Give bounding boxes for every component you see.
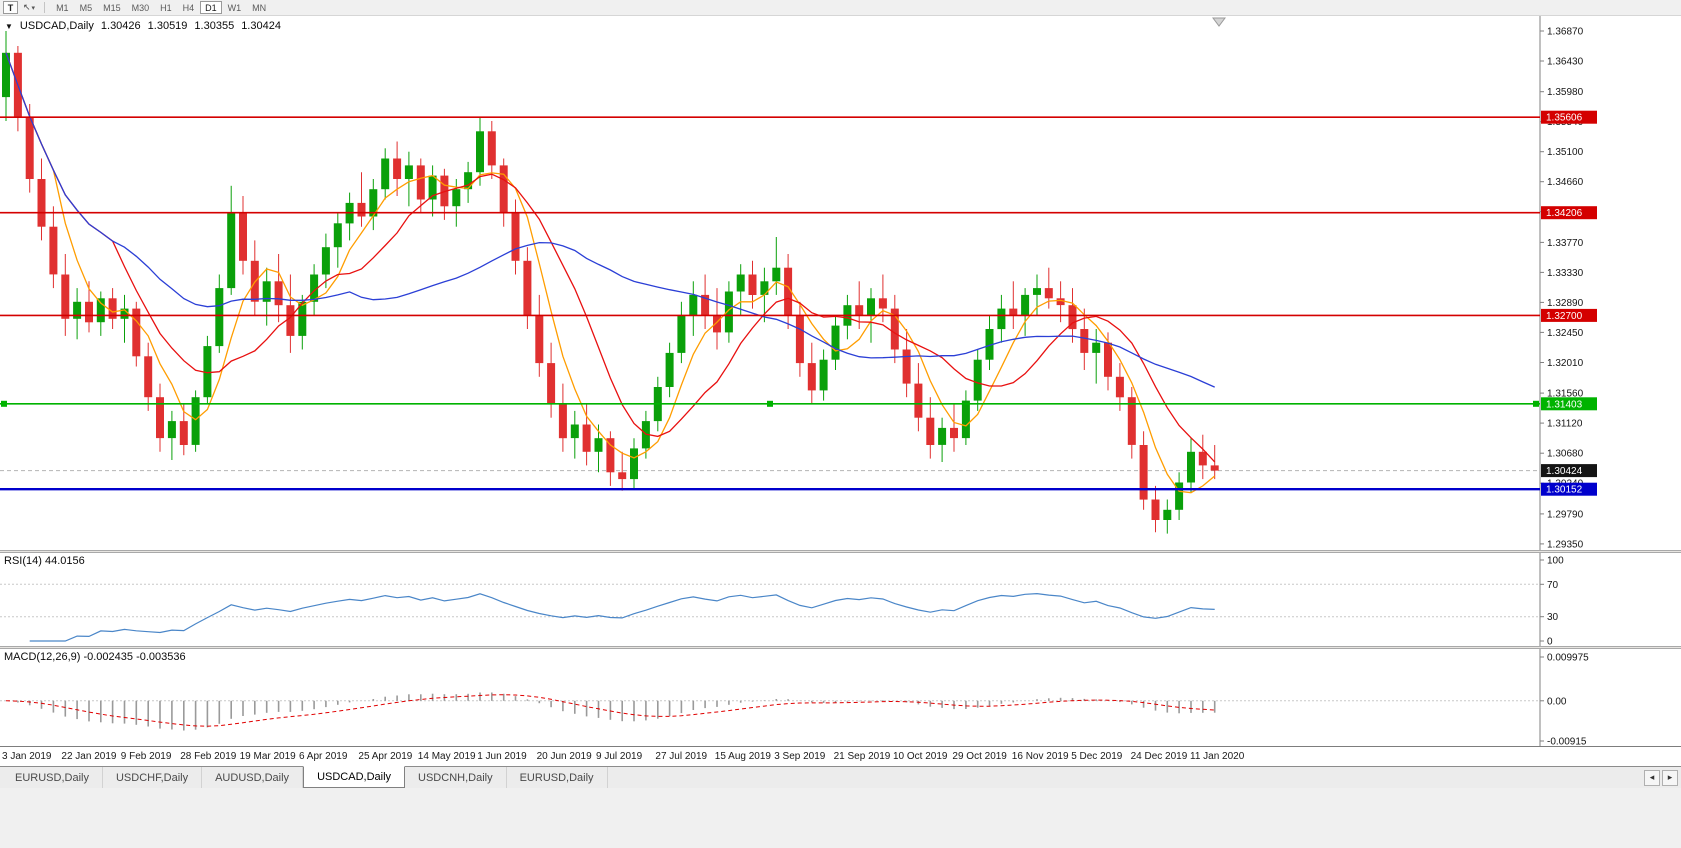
svg-text:1.36430: 1.36430 — [1547, 57, 1584, 68]
svg-text:1.33330: 1.33330 — [1547, 268, 1584, 279]
tabs-scroll-left-button[interactable]: ◂ — [1644, 769, 1660, 786]
svg-text:1.32450: 1.32450 — [1547, 328, 1584, 339]
svg-text:1.36870: 1.36870 — [1547, 27, 1584, 38]
chart-header: ▼ USDCAD,Daily 1.30426 1.30519 1.30355 1… — [5, 20, 281, 32]
chart-tab-audusd-2[interactable]: AUDUSD,Daily — [202, 767, 304, 788]
x-axis-date-label: 24 Dec 2019 — [1130, 751, 1188, 762]
svg-text:1.33770: 1.33770 — [1547, 238, 1584, 249]
svg-text:100: 100 — [1547, 556, 1564, 567]
svg-text:1.30680: 1.30680 — [1547, 449, 1584, 460]
x-axis-date-label: 10 Oct 2019 — [893, 751, 948, 762]
svg-text:1.30424: 1.30424 — [1546, 466, 1583, 477]
top-toolbar: T ↖ ▾ M1 M5 M15 M30 H1 H4 D1 W1 MN — [0, 0, 1681, 16]
x-axis-date-label: 27 Jul 2019 — [655, 751, 708, 762]
svg-text:1.29350: 1.29350 — [1547, 539, 1584, 550]
x-axis-date-label: 25 Apr 2019 — [358, 751, 413, 762]
svg-text:1.31403: 1.31403 — [1546, 399, 1583, 410]
x-axis-date-label: 9 Feb 2019 — [120, 751, 172, 762]
svg-text:0.009975: 0.009975 — [1547, 653, 1589, 664]
rsi-pane: RSI(14) 44.0156 100 70 30 0 — [0, 553, 1681, 646]
timeframe-button-m30[interactable]: M30 — [131, 2, 150, 13]
timeframe-button-h4[interactable]: H4 — [182, 2, 195, 13]
timeframe-button-d1[interactable]: D1 — [200, 1, 222, 14]
svg-text:1.35606: 1.35606 — [1546, 113, 1583, 124]
svg-text:1.34206: 1.34206 — [1546, 208, 1583, 219]
svg-text:1.34660: 1.34660 — [1547, 177, 1584, 188]
chart-tab-usdcnh-4[interactable]: USDCNH,Daily — [405, 767, 507, 788]
cursor-icon: ↖ — [23, 2, 31, 12]
chart-tab-usdcad-3[interactable]: USDCAD,Daily — [303, 766, 406, 788]
x-axis-date-label: 22 Jan 2019 — [61, 751, 117, 762]
timeframe-button-m1[interactable]: M1 — [56, 2, 69, 13]
timeframe-button-h1[interactable]: H1 — [160, 2, 172, 13]
rsi-label: RSI(14) 44.0156 — [4, 555, 85, 567]
main-chart-pane: ▼ USDCAD,Daily 1.30426 1.30519 1.30355 1… — [0, 16, 1681, 550]
timeframe-button-w1[interactable]: W1 — [227, 2, 242, 13]
svg-text:-0.00915: -0.00915 — [1547, 737, 1587, 747]
x-axis-date-label: 3 Jan 2019 — [2, 751, 52, 762]
svg-text:1.35980: 1.35980 — [1547, 87, 1584, 98]
status-bar-area — [0, 788, 1681, 848]
pane-divider-rsi[interactable] — [0, 550, 1681, 553]
x-axis-date-label: 20 Jun 2019 — [536, 751, 592, 762]
toolbar-separator — [44, 2, 46, 13]
text-tool-button[interactable]: T — [3, 1, 18, 14]
macd-label: MACD(12,26,9) -0.002435 -0.003536 — [4, 651, 186, 663]
svg-text:30: 30 — [1547, 612, 1559, 623]
time-axis[interactable]: 3 Jan 2019 22 Jan 2019 9 Feb 2019 28 Feb 20… — [0, 746, 1681, 766]
tabs-scroll-right-button[interactable]: ▸ — [1662, 769, 1678, 786]
timeframe-button-mn[interactable]: MN — [252, 2, 267, 13]
ohlc-open-value: 1.30426 — [100, 20, 141, 32]
ohlc-close-value: 1.30424 — [241, 20, 281, 32]
macd-pane: MACD(12,26,9) -0.002435 -0.003536 0.0099… — [0, 649, 1681, 746]
chart-tab-eurusd-0[interactable]: EURUSD,Daily — [2, 767, 103, 788]
x-axis-date-label: 28 Feb 2019 — [180, 751, 237, 762]
x-axis-date-label: 21 Sep 2019 — [833, 751, 891, 762]
timeframe-button-m15[interactable]: M15 — [103, 2, 121, 13]
x-axis-date-label: 29 Oct 2019 — [952, 751, 1007, 762]
x-axis-date-label: 11 Jan 2020 — [1190, 751, 1245, 762]
one-click-trading-arrow-icon[interactable]: ▼ — [5, 21, 13, 31]
svg-text:1.31560: 1.31560 — [1547, 389, 1584, 400]
svg-text:1.31120: 1.31120 — [1547, 419, 1583, 430]
x-axis-date-label: 19 Mar 2019 — [239, 751, 296, 762]
x-axis-date-label: 1 Jun 2019 — [477, 751, 527, 762]
tabs-scroll-controls: ◂ ▸ — [1642, 767, 1681, 788]
timeframe-toolbar: M1 M5 M15 M30 H1 H4 D1 W1 MN — [51, 1, 271, 14]
dropdown-caret-icon: ▾ — [31, 4, 36, 12]
svg-text:1.30152: 1.30152 — [1546, 485, 1583, 496]
x-axis-date-label: 5 Dec 2019 — [1071, 751, 1123, 762]
chart-tabs-bar: EURUSD,Daily USDCHF,Daily AUDUSD,Daily USDC… — [0, 766, 1681, 788]
price-chart-canvas[interactable]: 1.368701.364301.359801.355401.351001.346… — [0, 16, 1681, 550]
svg-text:1.32010: 1.32010 — [1547, 358, 1584, 369]
chart-symbol-label: USDCAD,Daily — [19, 20, 94, 32]
x-axis-date-label: 6 Apr 2019 — [299, 751, 348, 762]
svg-text:1.32890: 1.32890 — [1547, 298, 1584, 309]
x-axis-date-label: 3 Sep 2019 — [774, 751, 826, 762]
x-axis-date-label: 16 Nov 2019 — [1011, 751, 1069, 762]
cursor-tool-button[interactable]: ↖ ▾ — [20, 1, 38, 14]
svg-text:0.00: 0.00 — [1547, 696, 1567, 707]
chart-tab-eurusd-5[interactable]: EURUSD,Daily — [507, 767, 608, 788]
timeframe-button-m5[interactable]: M5 — [79, 2, 93, 13]
pane-divider-macd[interactable] — [0, 646, 1681, 649]
svg-text:1.32700: 1.32700 — [1546, 311, 1583, 322]
svg-text:70: 70 — [1547, 580, 1559, 591]
ohlc-high-value: 1.30519 — [147, 20, 188, 32]
x-axis-date-label: 15 Aug 2019 — [714, 751, 771, 762]
x-axis-date-label: 9 Jul 2019 — [596, 751, 643, 762]
svg-text:0: 0 — [1547, 637, 1553, 647]
chart-tabs: EURUSD,Daily USDCHF,Daily AUDUSD,Daily USDC… — [0, 766, 608, 788]
ohlc-low-value: 1.30355 — [194, 20, 235, 32]
chart-tab-usdchf-1[interactable]: USDCHF,Daily — [103, 767, 203, 788]
x-axis-date-label: 14 May 2019 — [417, 751, 476, 762]
macd-canvas[interactable]: 0.009975 0.00 -0.00915 — [0, 649, 1681, 746]
svg-text:1.29790: 1.29790 — [1547, 509, 1584, 520]
svg-text:1.35100: 1.35100 — [1547, 147, 1584, 158]
rsi-canvas[interactable]: 100 70 30 0 — [0, 553, 1681, 646]
